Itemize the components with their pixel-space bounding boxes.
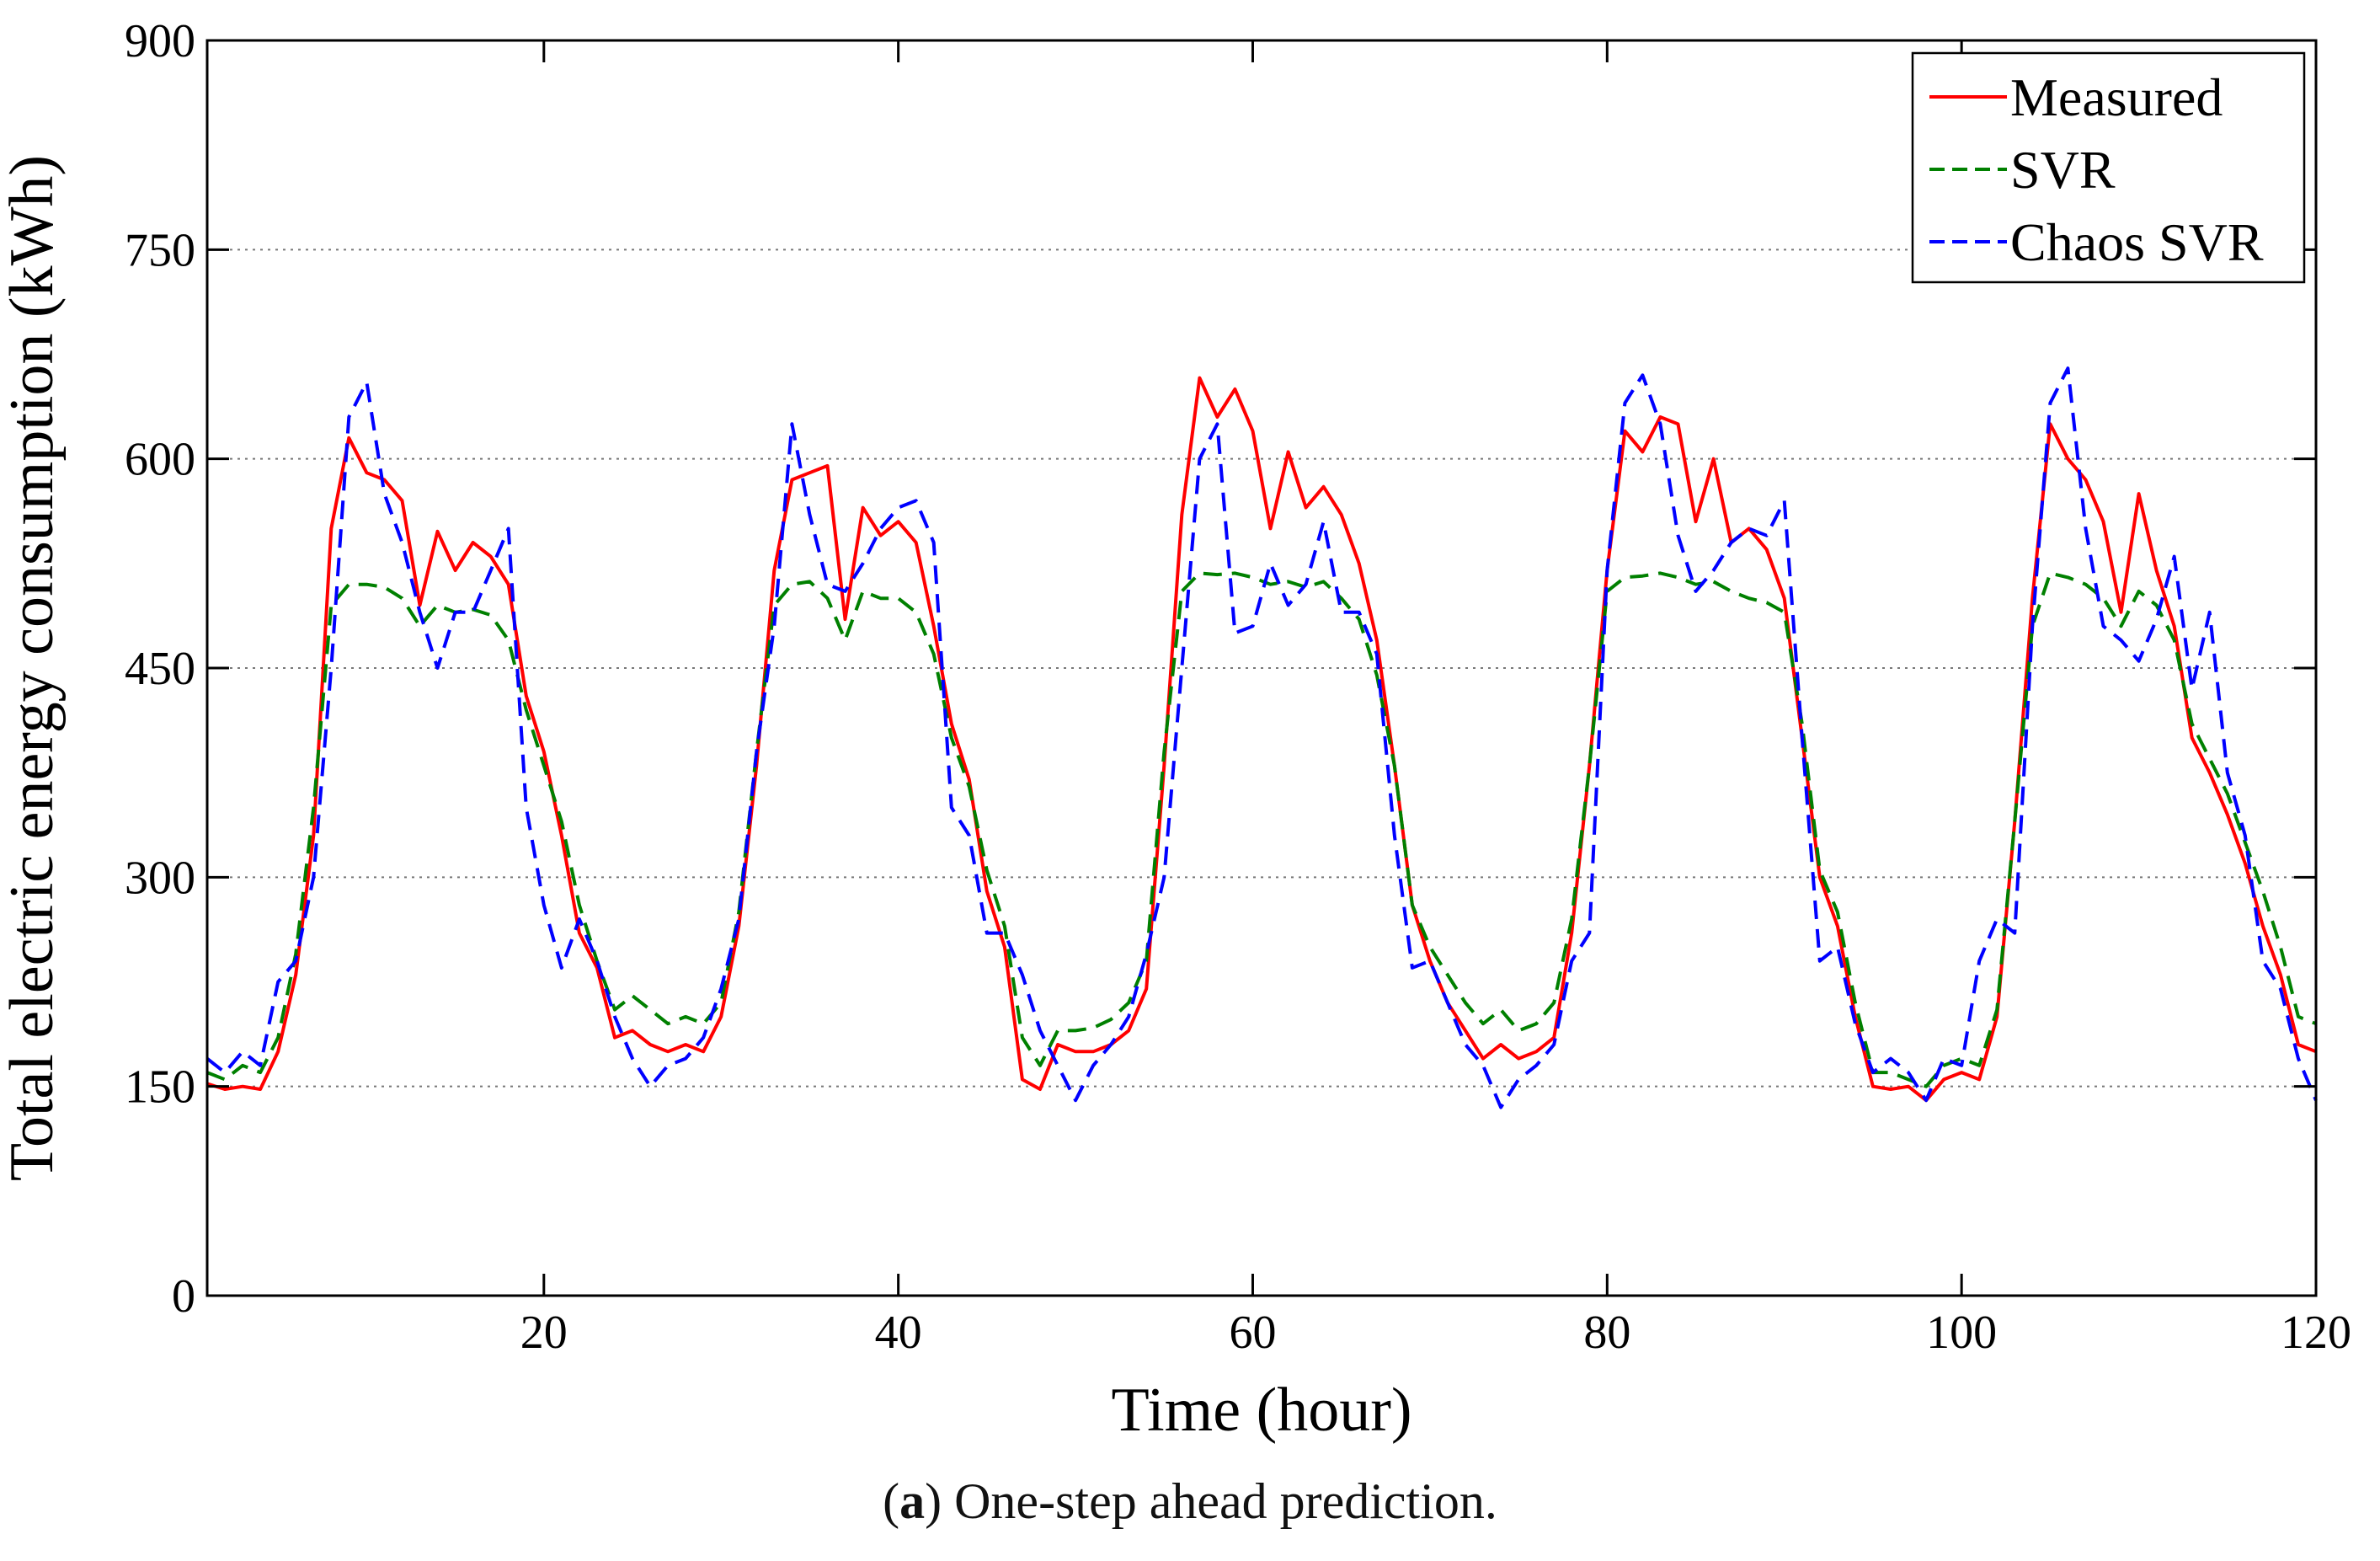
- y-tick-label: 450: [125, 643, 195, 695]
- legend-label: SVR: [2010, 140, 2116, 200]
- x-tick-label: 60: [1229, 1307, 1276, 1359]
- caption-text: ) One-step ahead prediction.: [925, 1473, 1497, 1529]
- legend-label: Chaos SVR: [2010, 212, 2264, 272]
- ticks: 0 150 300 450 600 750 900 20 40 60 80 100 120: [125, 15, 2351, 1359]
- legend: Measured SVR Chaos SVR: [1911, 51, 2306, 284]
- y-tick-label: 150: [125, 1061, 195, 1114]
- x-tick-label: 100: [1926, 1307, 1997, 1359]
- y-tick-label: 600: [125, 434, 195, 486]
- caption-label: a: [899, 1473, 926, 1529]
- y-tick-label: 300: [125, 852, 195, 904]
- y-tick-label: 750: [125, 224, 195, 276]
- y-tick-label: 0: [172, 1270, 195, 1323]
- x-tick-label: 40: [875, 1307, 922, 1359]
- grid: [207, 249, 2316, 1088]
- x-axis-title: Time (hour): [1112, 1376, 1412, 1445]
- x-tick-label: 20: [520, 1307, 568, 1359]
- x-tick-label: 120: [2281, 1307, 2351, 1359]
- series-line-svr: [206, 571, 2317, 1088]
- figure-caption: (a) One-step ahead prediction.: [883, 1473, 1497, 1529]
- series-layer: [205, 366, 2318, 1109]
- legend-label: Measured: [2010, 67, 2223, 127]
- y-axis-title: Total electric energy consumption (kWh): [0, 155, 67, 1181]
- y-tick-label: 900: [125, 15, 195, 67]
- series-line-measured: [206, 376, 2317, 1103]
- series-line-chaos-svr: [205, 366, 2318, 1109]
- x-tick-label: 80: [1583, 1307, 1630, 1359]
